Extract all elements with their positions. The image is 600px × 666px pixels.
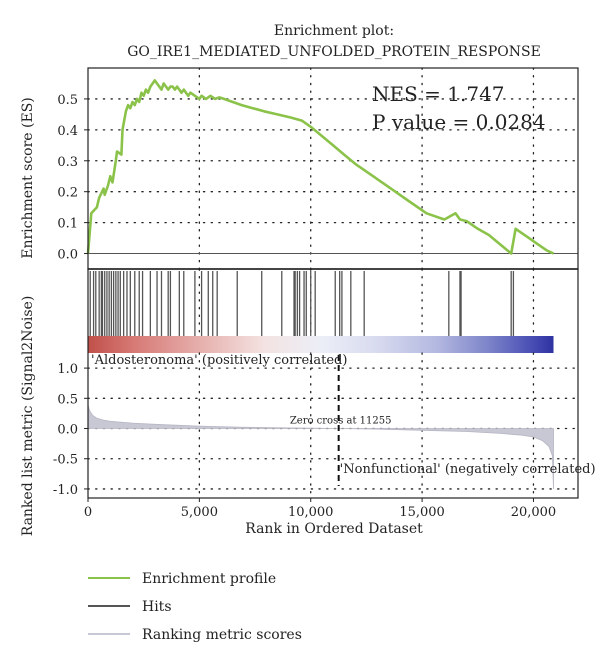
ranked-y-tick-label: 0.5	[57, 392, 78, 407]
x-tick-label: 10,000	[288, 505, 334, 520]
zero-cross-label: Zero cross at 11255	[290, 416, 392, 427]
es-y-tick-label: 0.5	[57, 93, 78, 108]
ranked-y-tick-label: -1.0	[53, 483, 78, 498]
legend: Enrichment profile Hits Ranking metric sco…	[88, 571, 302, 643]
es-y-axis-label: Enrichment score (ES)	[20, 97, 36, 259]
es-y-tick-label: 0.3	[57, 155, 78, 170]
legend-label: Hits	[142, 599, 172, 615]
ranked-y-tick-label: -0.5	[53, 453, 78, 468]
es-panel: 0.0 0.1 0.2 0.3 0.4 0.5 NES = 1.747 P value =…	[57, 67, 579, 270]
x-tick-label: 20,000	[511, 505, 557, 520]
negative-correlation-label: 'Nonfunctional' (negatively correlated)	[340, 462, 596, 477]
p-value-statistic: P value = 0.0284	[372, 110, 546, 134]
ranking-metric-area	[87, 404, 554, 489]
chart-title-line2: GO_IRE1_MEDIATED_UNFOLDED_PROTEIN_RESPON…	[127, 44, 541, 60]
positive-correlation-label: 'Aldosteronoma' (positively correlated)	[91, 353, 347, 368]
x-tick-label: 5,000	[181, 505, 218, 520]
x-tick-label: 15,000	[399, 505, 445, 520]
chart-title-line1: Enrichment plot:	[274, 23, 394, 39]
es-y-ticks: 0.0 0.1 0.2 0.3 0.4 0.5	[57, 93, 88, 263]
hits-lines	[89, 271, 515, 336]
x-axis-label: Rank in Ordered Dataset	[245, 521, 423, 537]
x-ticks: 0 5,000 10,000 15,000 20,000	[84, 498, 556, 520]
ranked-y-ticks: 1.0 0.5 0.0 -0.5 -1.0	[53, 362, 88, 498]
es-y-tick-label: 0.1	[57, 217, 78, 232]
es-y-tick-label: 0.0	[57, 248, 78, 263]
ranked-y-tick-label: 1.0	[57, 362, 78, 377]
enrichment-profile-line	[86, 79, 555, 255]
correlation-heatmap-bar	[88, 336, 554, 353]
x-tick-label: 0	[84, 505, 92, 520]
hits-grid	[198, 268, 535, 337]
es-grid	[87, 67, 579, 270]
es-y-tick-label: 0.2	[57, 186, 78, 201]
legend-label: Enrichment profile	[142, 571, 276, 587]
nes-statistic: NES = 1.747	[372, 82, 505, 106]
ranked-metric-panel: Zero cross at 11255 'Aldosteronoma' (pos…	[53, 352, 596, 520]
es-y-tick-label: 0.4	[57, 124, 78, 139]
ranked-y-tick-label: 0.0	[57, 423, 78, 438]
ranked-y-axis-label: Ranked list metric (Signal2Noise)	[20, 296, 36, 537]
hits-panel	[88, 268, 554, 353]
legend-label: Ranking metric scores	[142, 627, 302, 643]
